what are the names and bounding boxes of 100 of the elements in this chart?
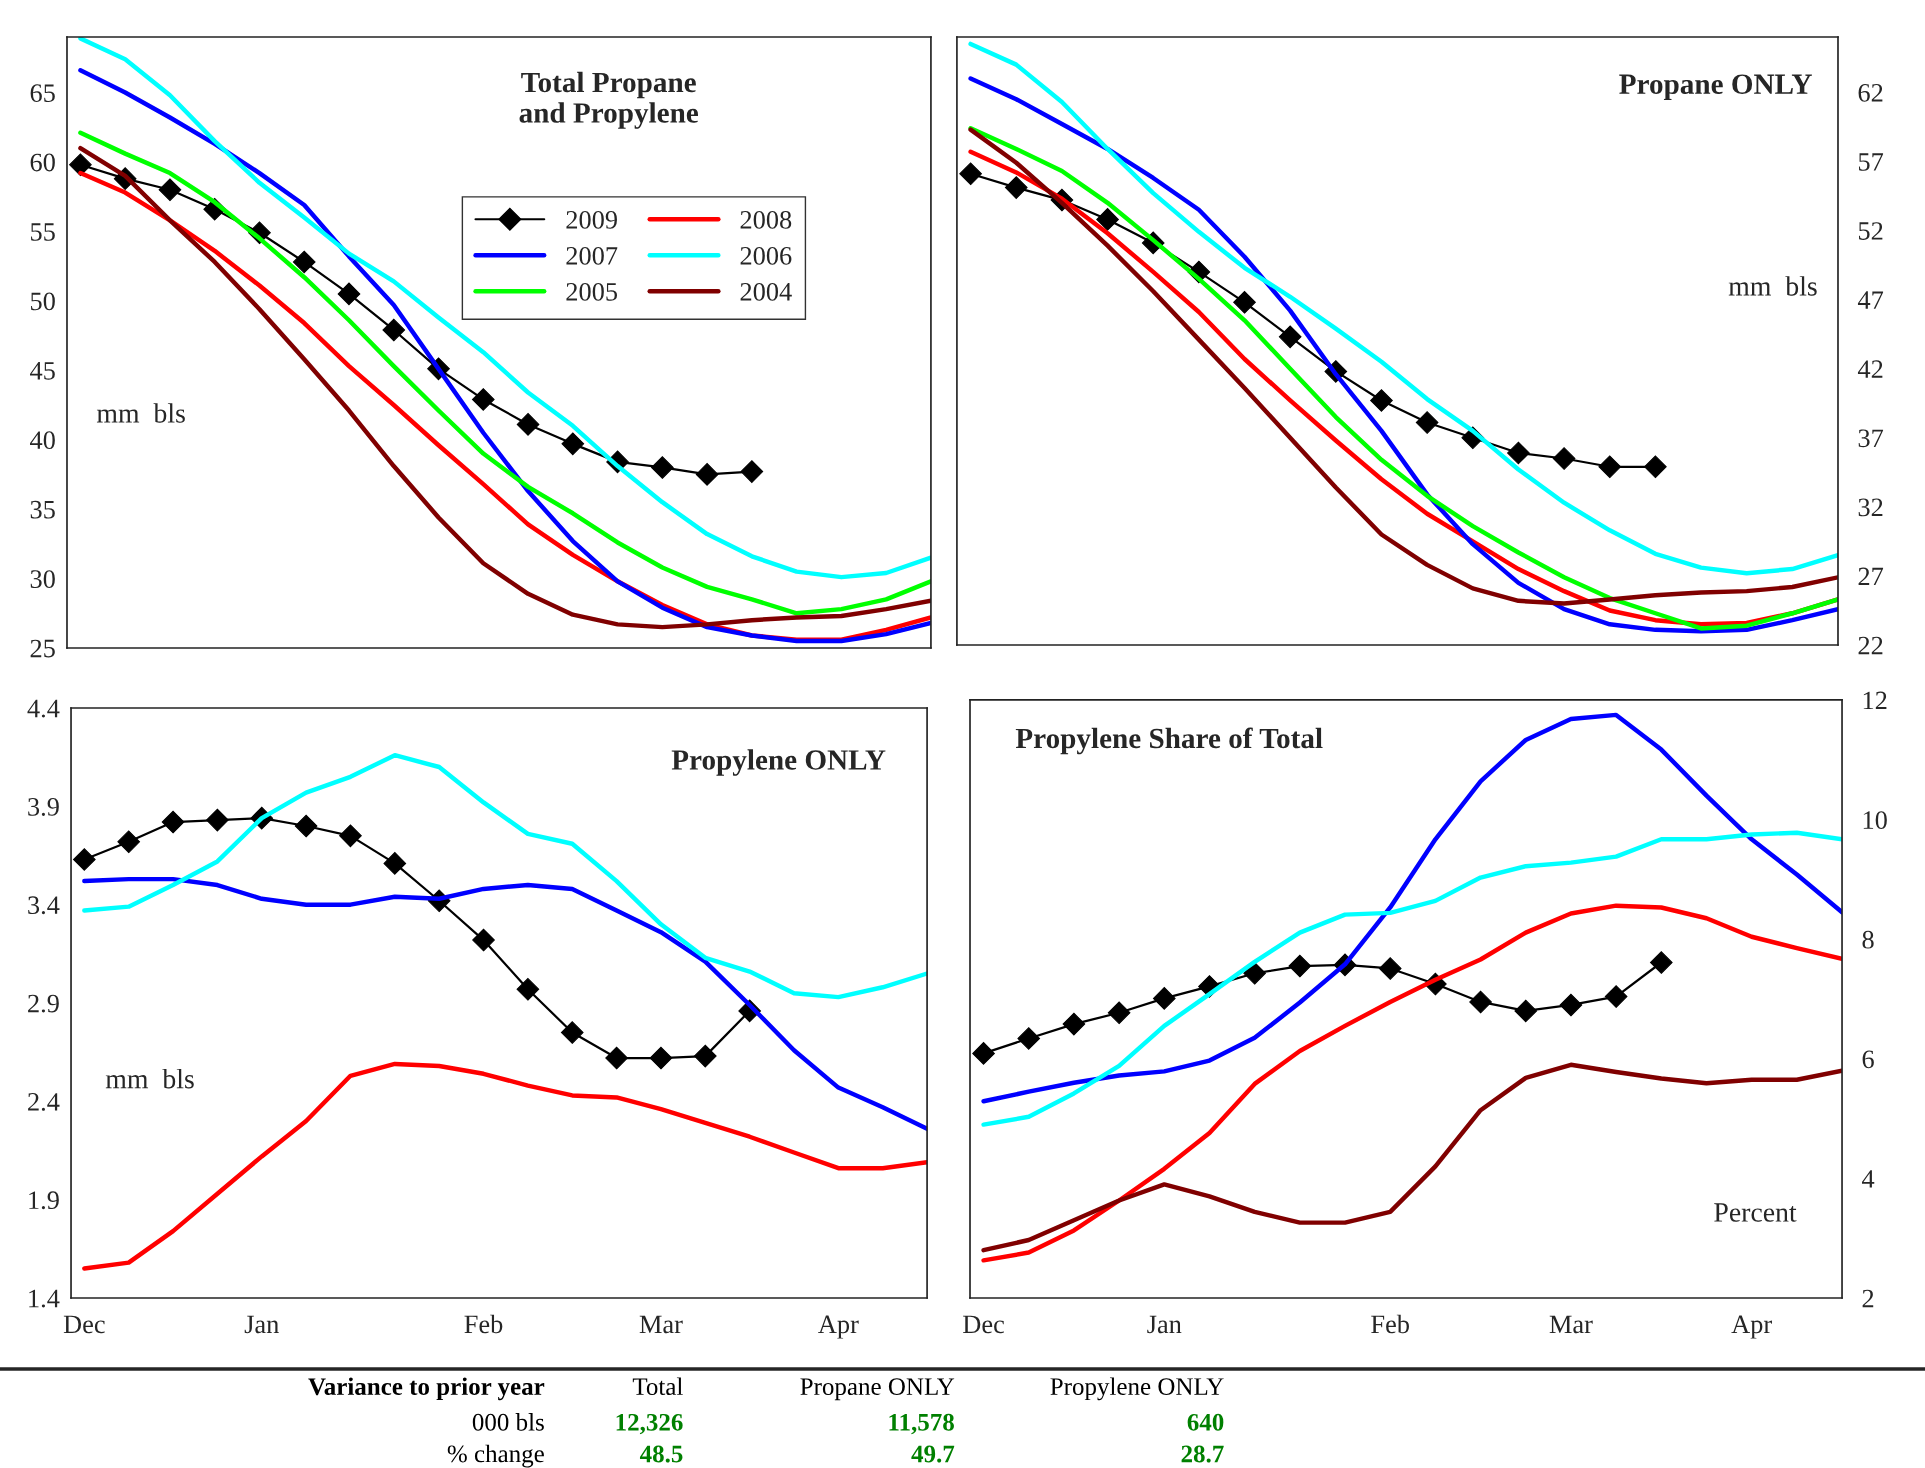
point xyxy=(740,460,764,483)
point xyxy=(516,413,540,436)
point xyxy=(560,1021,584,1044)
x-tick-label: Dec xyxy=(63,1315,105,1334)
point xyxy=(1017,1027,1041,1050)
text: Propylene Share of Total xyxy=(1015,727,1323,755)
legend-label: 2005 xyxy=(566,282,618,301)
text: 000 bls xyxy=(472,1413,544,1431)
y-tick-label: 4 xyxy=(1861,1170,1875,1188)
point xyxy=(1649,951,1673,974)
y-tick-label: 3.9 xyxy=(28,798,59,816)
text: 49.7 xyxy=(911,1445,955,1463)
y-tick-label: 30 xyxy=(30,570,55,588)
point xyxy=(382,318,406,342)
point xyxy=(1107,1001,1131,1025)
point xyxy=(1415,411,1439,434)
y-tick-label: 52 xyxy=(1858,222,1883,240)
y-tick-label: 32 xyxy=(1858,498,1883,517)
x-tick-label: Apr xyxy=(818,1315,859,1339)
y-tick-label: 47 xyxy=(1857,291,1884,309)
point xyxy=(337,282,361,306)
point xyxy=(471,388,495,411)
line-series xyxy=(981,712,1843,1104)
y-tick-label: 37 xyxy=(1858,429,1884,448)
point xyxy=(516,977,540,1001)
point xyxy=(1278,325,1302,349)
point xyxy=(117,830,141,854)
point xyxy=(1233,291,1256,314)
text: 11,578 xyxy=(889,1413,954,1435)
point xyxy=(1288,954,1312,978)
point xyxy=(1604,985,1628,1008)
y-tick-label: 2.9 xyxy=(28,994,59,1013)
point xyxy=(1598,455,1622,479)
point xyxy=(294,814,318,838)
y-tick-label: 1.9 xyxy=(29,1191,59,1210)
text: Propylene ONLY xyxy=(671,749,886,776)
point xyxy=(206,808,229,832)
point xyxy=(1243,961,1266,985)
y-tick-label: 42 xyxy=(1857,360,1883,378)
line-series xyxy=(82,1061,928,1271)
y-tick-label: 40 xyxy=(30,431,55,450)
y-tick-label: 10 xyxy=(1863,811,1887,829)
point xyxy=(158,178,182,202)
point xyxy=(959,162,982,186)
point xyxy=(292,250,316,274)
point xyxy=(1469,990,1492,1014)
point xyxy=(605,1046,628,1070)
legend-label: 2009 xyxy=(566,210,617,229)
point xyxy=(1378,957,1402,980)
point xyxy=(383,852,407,875)
text: Propane ONLY xyxy=(800,1378,955,1401)
y-tick-label: 35 xyxy=(30,500,55,519)
line-series xyxy=(981,1062,1843,1253)
x-tick-label: Apr xyxy=(1731,1315,1772,1339)
point xyxy=(1552,447,1576,470)
y-tick-label: 45 xyxy=(30,362,55,380)
point xyxy=(1096,208,1119,231)
text: Propane ONLY xyxy=(1619,74,1812,100)
point xyxy=(1370,389,1393,412)
x-tick-label: Feb xyxy=(1371,1314,1409,1334)
text: Variance to prior year xyxy=(308,1377,545,1401)
point xyxy=(972,1042,995,1065)
x-tick-label: Jan xyxy=(244,1315,279,1334)
point xyxy=(693,1044,717,1068)
point xyxy=(649,1046,673,1070)
y-tick-label: 2.4 xyxy=(28,1093,60,1111)
y-tick-label: 8 xyxy=(1862,930,1874,949)
point xyxy=(161,810,185,834)
point xyxy=(695,463,719,486)
y-tick-label: 57 xyxy=(1858,153,1884,171)
y-tick-label: 27 xyxy=(1858,567,1884,586)
y-tick-label: 3.4 xyxy=(28,896,60,915)
y-tick-label: 50 xyxy=(31,292,55,311)
y-axis-title: mm bls xyxy=(96,403,185,423)
text: Propylene ONLY xyxy=(1050,1377,1224,1401)
x-tick-label: Mar xyxy=(639,1315,683,1334)
y-tick-label: 1.4 xyxy=(29,1289,60,1308)
y-tick-label: 4.4 xyxy=(27,699,60,718)
point xyxy=(561,432,585,456)
point xyxy=(1644,455,1667,479)
point xyxy=(1559,993,1583,1017)
line-series xyxy=(78,36,931,580)
line-series xyxy=(78,68,931,644)
legend-label: 2008 xyxy=(740,210,792,229)
y-axis-title: Percent xyxy=(1714,1203,1797,1222)
line-series xyxy=(981,830,1843,1127)
text: Total xyxy=(632,1377,683,1396)
x-tick-label: Mar xyxy=(1549,1315,1593,1334)
legend-label: 2006 xyxy=(740,246,792,265)
point xyxy=(1004,176,1028,199)
point xyxy=(472,928,495,952)
x-tick-label: Dec xyxy=(963,1315,1004,1334)
y-tick-label: 65 xyxy=(30,84,55,102)
y-tick-label: 22 xyxy=(1858,636,1883,655)
point xyxy=(651,456,674,479)
text: Total Propane and Propylene xyxy=(519,71,699,129)
text: 28.7 xyxy=(1181,1445,1224,1463)
text: % change xyxy=(447,1444,544,1468)
point xyxy=(1507,441,1530,465)
y-tick-label: 2 xyxy=(1862,1289,1874,1308)
